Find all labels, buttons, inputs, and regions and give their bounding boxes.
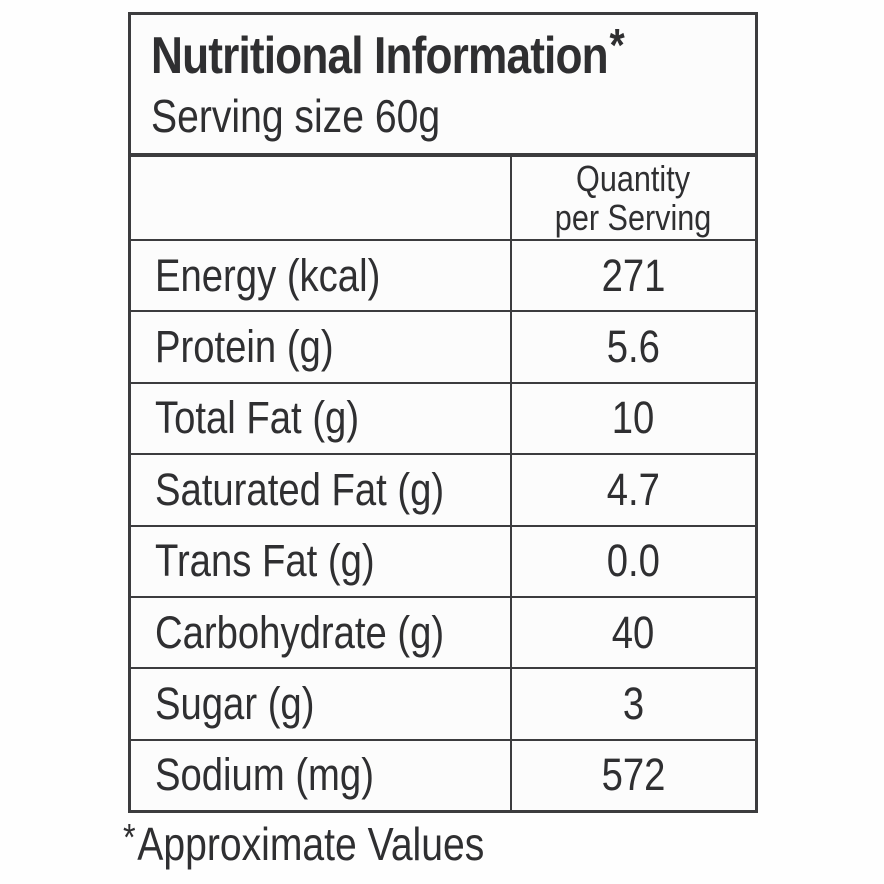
nutrient-value: 0.0 [606,535,660,587]
table-row: Trans Fat (g) 0.0 [131,526,755,598]
nutrient-value-cell: 4.7 [512,455,755,524]
nutrient-name-cell: Energy (kcal) [131,241,512,311]
table-row: Protein (g) 5.6 [131,312,755,384]
approximate-values-footnote: *Approximate Values [123,817,548,874]
table-row: Saturated Fat (g) 4.7 [131,455,755,527]
nutrient-name: Saturated Fat (g) [155,463,445,515]
table-title-text: Nutritional Information [151,27,609,85]
nutrient-value: 4.7 [606,463,660,515]
nutrient-name: Trans Fat (g) [155,535,375,587]
serving-size: Serving size 60g [151,90,755,142]
footnote-asterisk: * [123,817,136,859]
table-header: Nutritional Information* Serving size 60… [131,15,755,157]
nutrient-name-cell: Protein (g) [131,312,512,382]
nutrient-name: Energy (kcal) [155,249,381,301]
table-row: Carbohydrate (g) 40 [131,597,755,670]
quantity-header-line2: per Serving [555,197,712,238]
column-header-row: Quantity per Serving [131,157,755,241]
serving-size-text: Serving size 60g [151,90,441,142]
footnote-text: Approximate Values [137,818,485,870]
table-row: Sodium (mg) 572 [131,740,755,810]
nutrient-name: Protein (g) [155,321,334,373]
nutrient-name-cell: Carbohydrate (g) [131,597,512,668]
table-row: Energy (kcal) 271 [131,241,755,313]
nutrient-value-cell: 3 [512,669,755,738]
title-asterisk: * [609,19,624,71]
column-header-quantity: Quantity per Serving [512,157,755,239]
nutrient-name: Sugar (g) [155,677,315,729]
nutrient-value: 40 [612,606,655,658]
nutrient-name-cell: Saturated Fat (g) [131,455,512,525]
table-row: Sugar (g) 3 [131,669,755,741]
column-header-empty-cell [131,157,512,239]
nutrition-table: Nutritional Information* Serving size 60… [128,12,758,813]
nutrient-value: 572 [601,749,666,801]
nutrient-name-cell: Sugar (g) [131,669,512,739]
nutrient-value-cell: 10 [512,384,755,453]
nutrient-value-cell: 0.0 [512,527,755,596]
nutrient-name-cell: Trans Fat (g) [131,526,512,596]
nutrient-name-cell: Sodium (mg) [131,740,512,810]
nutrient-value: 3 [622,677,644,729]
nutrient-value-cell: 40 [512,598,755,667]
nutrient-value-cell: 271 [512,241,755,310]
nutrient-value-cell: 5.6 [512,312,755,381]
nutrient-value: 5.6 [606,321,660,373]
table-title: Nutritional Information* [151,19,755,86]
quantity-header-line1: Quantity [576,158,691,199]
nutrient-name-cell: Total Fat (g) [131,383,512,454]
table-body: Quantity per Serving Energy (kcal) 271 P… [131,157,755,810]
nutrient-name: Total Fat (g) [155,392,360,444]
table-row: Total Fat (g) 10 [131,383,755,456]
nutrient-value-cell: 572 [512,741,755,810]
nutrient-name: Carbohydrate (g) [155,606,445,658]
nutrient-value: 271 [601,249,666,301]
nutrient-value: 10 [612,392,655,444]
nutrient-name: Sodium (mg) [155,749,374,801]
